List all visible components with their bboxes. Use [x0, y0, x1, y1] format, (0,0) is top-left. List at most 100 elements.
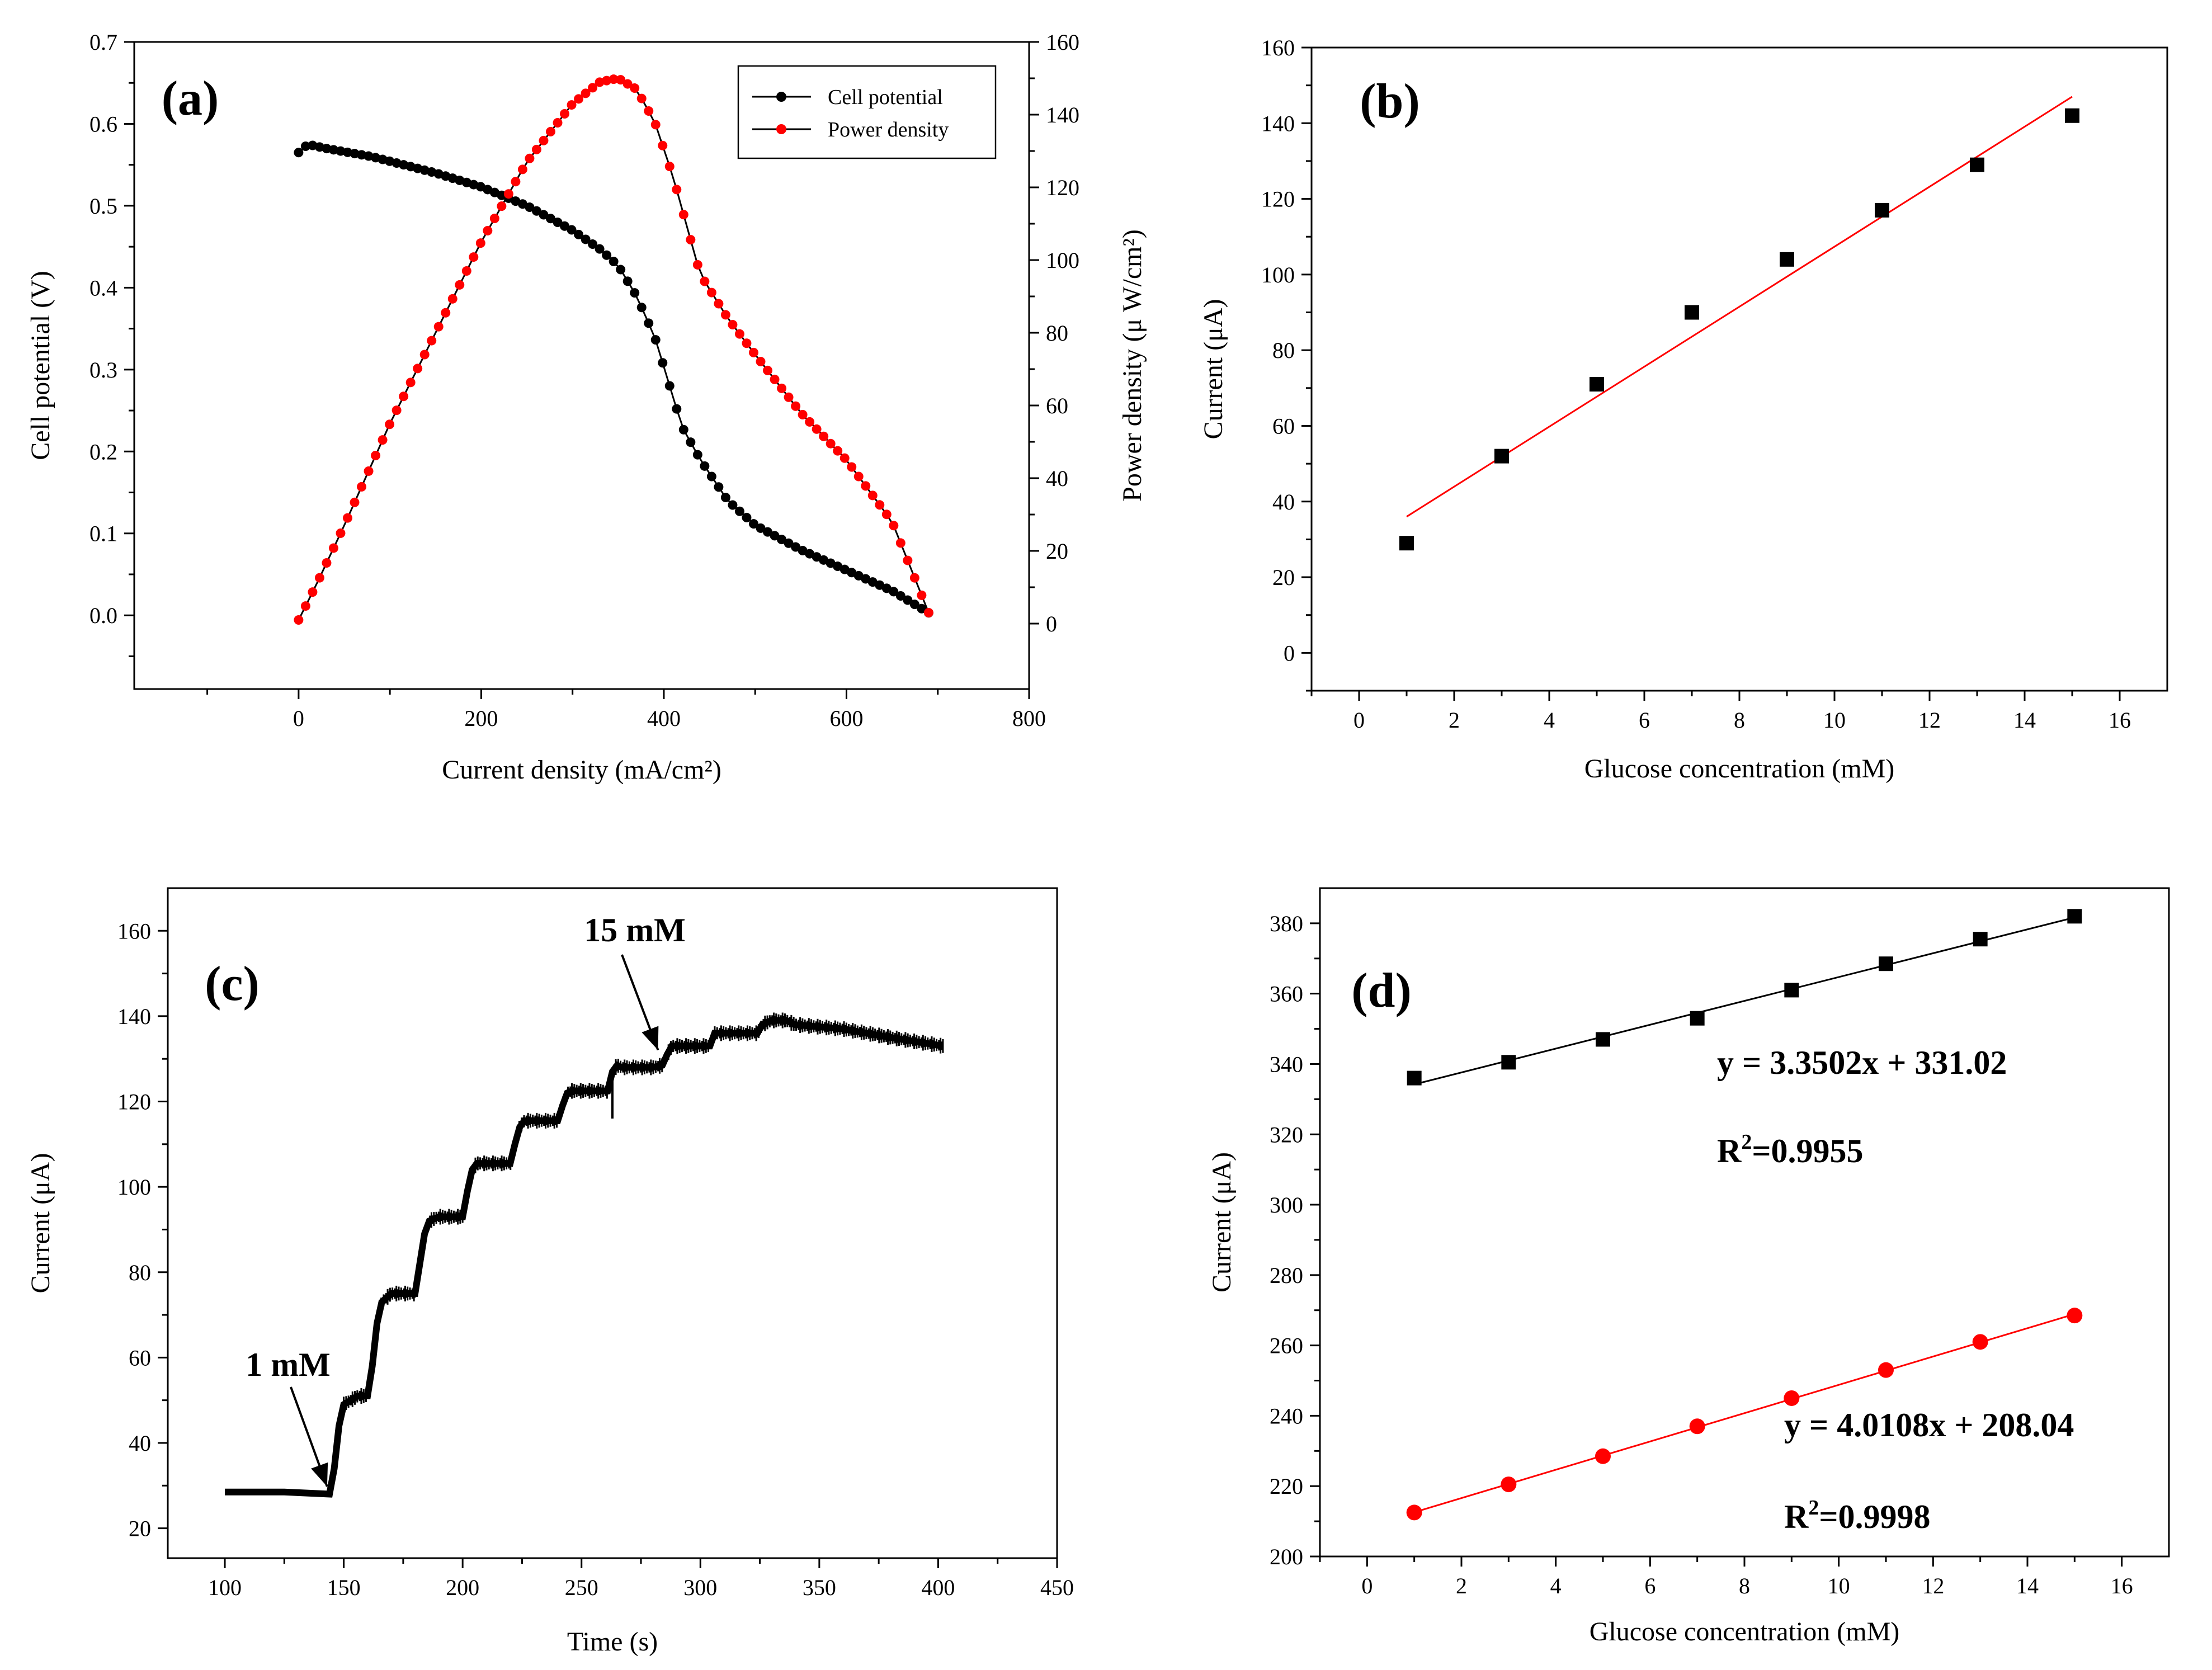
y-tick-label: 40 — [1272, 489, 1295, 515]
series-point-cell-potential — [644, 318, 654, 328]
y-axis-title: Current (μA) — [26, 1153, 55, 1294]
y2-tick-label: 160 — [1046, 30, 1079, 55]
series-point-cell-potential — [357, 150, 367, 160]
x-tick-label: 14 — [2016, 1573, 2039, 1598]
x-tick-label: 350 — [803, 1575, 836, 1600]
series-point-power-density — [392, 405, 402, 416]
x-tick-label: 150 — [327, 1575, 361, 1600]
series-point-power-density — [525, 153, 535, 163]
y-tick-label: 0 — [1284, 640, 1295, 666]
x-tick-label: 300 — [683, 1575, 717, 1600]
legend-entry: Cell potential — [828, 86, 943, 109]
y-tick-label: 80 — [129, 1260, 151, 1285]
series-point-cell-potential — [553, 217, 563, 227]
y-tick-label: 100 — [117, 1174, 151, 1200]
legend-marker — [776, 92, 786, 102]
series-point-cell-potential — [531, 206, 541, 216]
series-point-power-density — [483, 225, 493, 235]
y2-tick-label: 20 — [1046, 539, 1068, 564]
x-tick-label: 100 — [208, 1575, 242, 1600]
series-point-cell-potential — [328, 145, 338, 155]
y-tick-label: 0.6 — [89, 111, 117, 136]
panel-label-d: (d) — [1351, 964, 1412, 1018]
y-tick-label: 60 — [129, 1345, 151, 1370]
series-point-power-density — [748, 347, 758, 357]
x-axis-title: Glucose concentration (mM) — [1590, 1617, 1899, 1647]
data-point-black — [1973, 932, 1988, 947]
series-point-power-density — [734, 329, 744, 339]
legend-entry: Power density — [828, 118, 949, 141]
y-tick-label: 340 — [1270, 1051, 1303, 1077]
data-point — [1875, 202, 1889, 218]
x-tick-label: 0 — [293, 706, 304, 731]
series-point-cell-potential — [742, 512, 752, 522]
x-axis-title: Current density (mA/cm²) — [442, 755, 721, 785]
series-point-power-density — [784, 392, 794, 402]
series-point-power-density — [314, 573, 324, 583]
series-point-power-density — [461, 266, 471, 276]
y-tick-label: 380 — [1270, 911, 1303, 936]
series-point-power-density — [503, 189, 513, 199]
series-point-power-density — [686, 235, 696, 245]
series-point-cell-potential — [714, 482, 724, 492]
series-point-cell-potential — [342, 147, 352, 157]
plot-frame-a — [133, 41, 1030, 690]
series-point-power-density — [441, 308, 451, 318]
x-tick-label: 10 — [1823, 707, 1846, 733]
panel-d: 0 2 4 6 8 10 12 14 16 200 220 240 260 280 300 320 340 360… — [1207, 887, 2170, 1647]
x-tick-label: 8 — [1739, 1573, 1750, 1598]
y-axis-title: Cell potential (V) — [26, 271, 55, 460]
series-point-cell-potential — [734, 506, 744, 516]
fit-line — [1406, 96, 2073, 518]
y-tick-label: 0.0 — [89, 603, 117, 628]
series-point-cell-potential — [294, 148, 304, 158]
series-point-power-density — [300, 601, 310, 611]
series-point-power-density — [567, 100, 577, 110]
y-tick-label: 0.7 — [89, 30, 117, 55]
y-tick-label: 160 — [1261, 35, 1295, 60]
y-tick-label: 160 — [117, 918, 151, 943]
series-point-power-density — [427, 336, 437, 346]
y-tick-label: 320 — [1270, 1122, 1303, 1147]
series-point-power-density — [385, 419, 395, 430]
y-tick-label: 280 — [1270, 1263, 1303, 1288]
series-point-power-density — [469, 252, 479, 262]
series-point-power-density — [308, 587, 318, 597]
y-tick-label: 140 — [117, 1004, 151, 1029]
series-point-power-density — [756, 356, 766, 366]
data-point — [1399, 536, 1414, 551]
fit-line-black — [1414, 916, 2075, 1086]
series-point-cell-potential — [609, 257, 619, 267]
series-point-cell-potential — [574, 229, 584, 239]
x-tick-label: 450 — [1040, 1575, 1074, 1600]
series-point-power-density — [770, 374, 780, 384]
series-point-cell-potential — [650, 335, 661, 345]
data-point — [1590, 377, 1604, 392]
series-point-power-density — [895, 538, 905, 548]
data-point-red — [1406, 1504, 1422, 1521]
series-point-power-density — [678, 210, 688, 220]
panel-c: 100 150 200 250 300 350 400 450 20 40 60 80 100 120 14… — [26, 887, 1074, 1657]
x-tick-label: 14 — [2013, 707, 2036, 733]
series-point-power-density — [706, 287, 716, 298]
series-point-power-density — [419, 350, 430, 360]
series-point-power-density — [714, 299, 724, 309]
fit-line-red — [1414, 1313, 2075, 1513]
fit-equation-black: y = 3.3502x + 331.02 — [1717, 1044, 2007, 1081]
series-point-power-density — [560, 109, 570, 119]
series-point-power-density — [692, 260, 702, 270]
series-point-power-density — [720, 310, 730, 320]
series-point-power-density — [658, 140, 668, 150]
series-point-cell-potential — [350, 149, 360, 159]
series-point-power-density — [812, 424, 822, 434]
y2-tick-label: 120 — [1046, 175, 1079, 200]
data-point-red — [1595, 1448, 1611, 1464]
y-tick-label: 80 — [1272, 338, 1295, 363]
series-line-0 — [298, 144, 930, 614]
y-tick-label: 40 — [129, 1431, 151, 1456]
y-tick-label: 0.1 — [89, 521, 117, 546]
legend-box — [737, 65, 997, 159]
y-tick-label: 0.4 — [89, 275, 117, 300]
series-point-cell-potential — [595, 244, 605, 254]
series-point-cell-potential — [686, 437, 696, 447]
